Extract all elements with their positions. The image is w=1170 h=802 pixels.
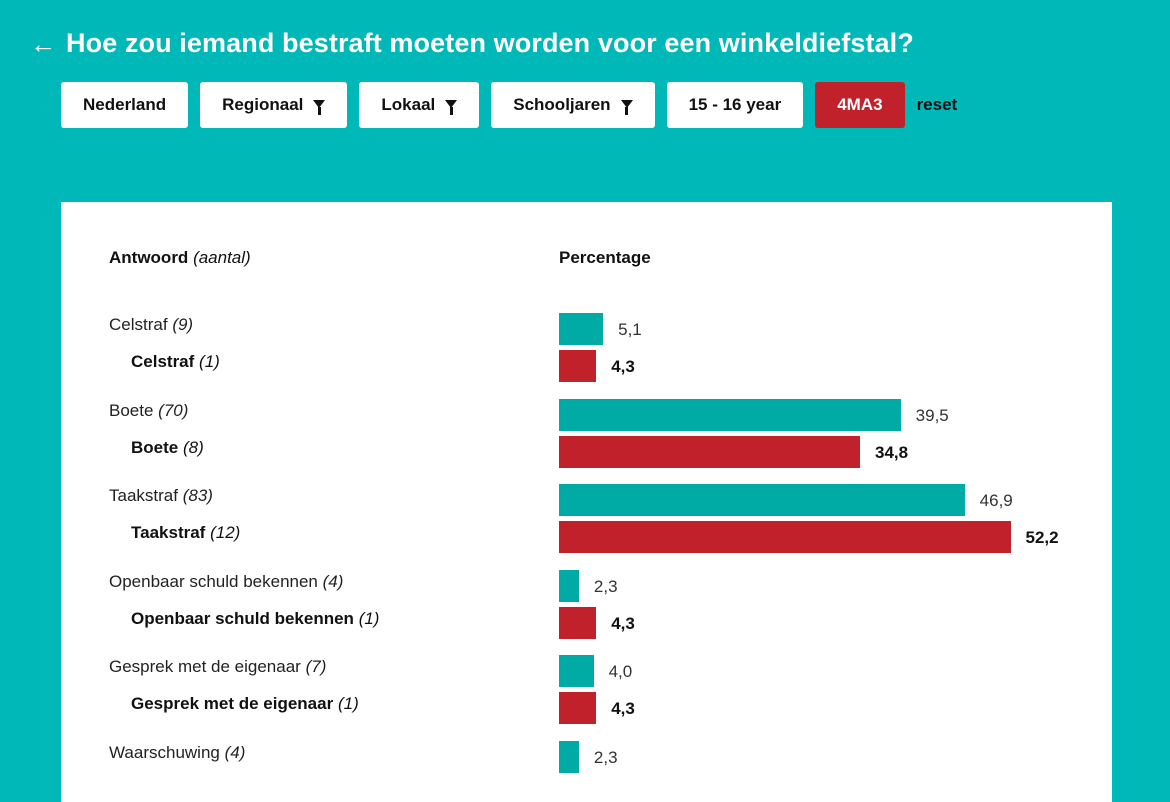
local-bar	[559, 606, 597, 639]
national-bar	[559, 655, 594, 687]
local-answer-text: Gesprek met de eigenaar	[131, 694, 334, 713]
local-value: 4,3	[611, 699, 635, 718]
filter-chip-label: Nederland	[83, 95, 167, 114]
percentage-header-label: Percentage	[559, 248, 651, 267]
national-value: 39,5	[915, 405, 949, 425]
local-answer-count: (1)	[337, 694, 359, 713]
filter-chip-4ma3[interactable]: 4MA3	[815, 82, 905, 128]
national-bar	[559, 569, 579, 602]
answer-label: Taakstraf (83)	[109, 486, 213, 506]
reset-link[interactable]: reset	[916, 95, 958, 114]
filter-bar: Nederland Regionaal Lokaal Schooljaren 15 - …	[61, 82, 957, 128]
answer-text: Celstraf	[109, 315, 168, 334]
filter-chip-label: 15 - 16 year	[688, 95, 782, 114]
local-answer-label: Celstraf (1)	[131, 352, 220, 372]
funnel-icon	[620, 100, 633, 115]
filter-chip-label: Regionaal	[222, 95, 304, 114]
local-answer-label: Gesprek met de eigenaar (1)	[131, 694, 359, 714]
local-answer-text: Openbaar schuld bekennen	[131, 608, 354, 628]
answer-header-label: Antwoord	[109, 248, 189, 267]
answer-count: (83)	[182, 486, 213, 505]
local-bar	[559, 692, 597, 724]
results-card: Antwoord (aantal) Percentage Celstraf (9…	[61, 202, 1112, 802]
local-answer-text: Celstraf	[131, 352, 195, 371]
local-bar	[559, 435, 861, 468]
national-value: 4,0	[608, 662, 633, 681]
arrow-left-icon[interactable]: ←	[30, 28, 56, 59]
national-bar	[559, 484, 965, 516]
local-value: 34,8	[875, 442, 909, 462]
national-bar	[559, 740, 579, 773]
percentage-column-header: Percentage	[559, 248, 651, 268]
answer-count: (9)	[172, 315, 194, 334]
local-value: 4,3	[611, 613, 635, 633]
answer-label: Openbaar schuld bekennen (4)	[109, 572, 343, 592]
local-bar	[559, 521, 1011, 553]
funnel-icon	[313, 100, 326, 115]
page-header: ← Hoe zou iemand bestraft moeten worden …	[30, 28, 914, 59]
national-value: 46,9	[979, 491, 1013, 510]
filter-chip-label: Schooljaren	[513, 95, 611, 114]
count-header-label: (aantal)	[193, 248, 251, 267]
answer-count: (7)	[305, 657, 327, 676]
filter-chip-nederland[interactable]: Nederland	[61, 82, 189, 128]
local-value: 4,3	[611, 357, 635, 376]
local-answer-text: Taakstraf	[131, 523, 206, 542]
local-answer-count: (1)	[199, 352, 220, 371]
filter-chip-schooljaren[interactable]: Schooljaren	[491, 82, 655, 128]
answer-count: (4)	[322, 571, 344, 591]
national-value: 2,3	[593, 747, 618, 767]
local-answer-label: Taakstraf (12)	[131, 523, 240, 543]
national-value: 2,3	[593, 576, 618, 596]
answer-label: Celstraf (9)	[109, 315, 193, 335]
answer-label: Waarschuwing (4)	[109, 743, 245, 763]
local-answer-count: (8)	[182, 437, 204, 457]
funnel-icon	[445, 100, 458, 115]
local-value: 52,2	[1025, 528, 1059, 547]
filter-chip-regionaal[interactable]: Regionaal	[200, 82, 348, 128]
local-bar	[559, 350, 597, 382]
local-answer-label: Openbaar schuld bekennen (1)	[131, 609, 379, 629]
answer-column-header: Antwoord (aantal)	[109, 248, 251, 268]
answer-count: (70)	[158, 400, 189, 420]
local-answer-label: Boete (8)	[131, 438, 204, 458]
filter-chip-label: Lokaal	[381, 95, 436, 114]
filter-chip-label: 4MA3	[837, 95, 883, 114]
answer-text: Taakstraf	[109, 486, 178, 505]
answer-label: Gesprek met de eigenaar (7)	[109, 657, 326, 677]
page-title: Hoe zou iemand bestraft moeten worden vo…	[66, 28, 914, 58]
national-value: 5,1	[618, 320, 642, 339]
filter-chip-15-16-year[interactable]: 15 - 16 year	[666, 82, 804, 128]
answer-text: Openbaar schuld bekennen	[109, 571, 318, 591]
filter-chip-lokaal[interactable]: Lokaal	[359, 82, 480, 128]
local-answer-count: (1)	[358, 608, 380, 628]
national-bar	[559, 398, 901, 431]
answer-count: (4)	[224, 742, 246, 762]
answer-text: Waarschuwing	[109, 742, 220, 762]
local-answer-count: (12)	[210, 523, 241, 542]
national-bar	[559, 313, 604, 345]
answer-text: Boete	[109, 400, 154, 420]
local-answer-text: Boete	[131, 437, 179, 457]
answer-label: Boete (70)	[109, 401, 188, 421]
answer-text: Gesprek met de eigenaar	[109, 657, 301, 676]
